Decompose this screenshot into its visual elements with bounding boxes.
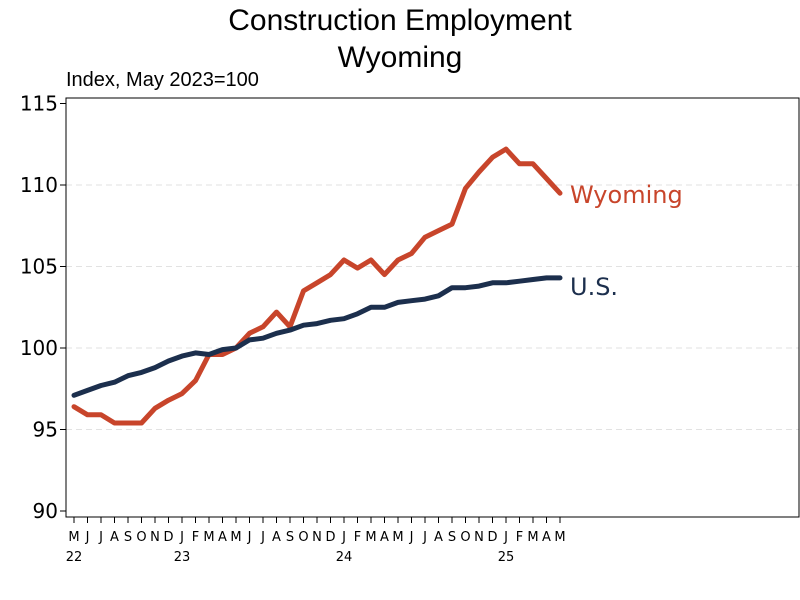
chart-subtitle: Wyoming [338,41,463,74]
x-tick-label: F [516,530,523,545]
x-tick-label: N [150,530,160,545]
plot-area-frame [65,97,800,518]
y-tick-label: 100 [20,336,58,360]
x-tick-label: J [409,530,414,545]
x-tick-label: O [298,530,308,545]
x-tick-label: F [354,530,361,545]
y-axis: 90 95 100 105 110 115 [20,92,66,523]
x-tick-label: A [272,530,281,545]
x-tick-label: J [85,530,90,545]
x-tick-label: N [474,530,484,545]
x-tick-label: M [527,530,538,545]
series-line-wyoming [71,146,563,426]
y-tick-label: 110 [20,173,58,197]
x-tick-label: M [203,530,214,545]
x-tick-label: A [434,530,443,545]
x-tick-label: S [124,530,132,545]
x-tick-label: S [448,530,456,545]
x-tick-label: M [392,530,403,545]
x-year-label: 25 [498,550,515,565]
x-tick-label: N [312,530,322,545]
x-tick-label: M [68,530,79,545]
y-tick-label: 90 [33,499,58,523]
x-tick-label: A [542,530,551,545]
x-tick-label: M [554,530,565,545]
x-year-label: 23 [174,550,191,565]
x-axis: M J J A S O N D J F M A M J J A S O N D J F M A M J J A S O N D J F M A M22 2… [66,517,566,565]
x-tick-label: J [422,530,427,545]
x-tick-label: J [179,530,184,545]
x-tick-label: J [503,530,508,545]
series-line-u-s [71,275,563,398]
x-tick-label: J [341,530,346,545]
y-axis-label: Index, May 2023=100 [66,69,259,91]
x-tick-label: D [325,530,335,545]
y-tick-label: 95 [33,418,58,442]
x-tick-label: M [230,530,241,545]
series-lines [71,146,563,426]
x-tick-label: D [487,530,497,545]
x-tick-label: J [247,530,252,545]
x-tick-label: J [260,530,265,545]
y-tick-label: 105 [20,255,58,279]
x-year-label: 24 [336,550,353,565]
chart-title: Construction Employment [228,4,572,37]
x-year-label: 22 [66,550,83,565]
x-tick-label: A [218,530,227,545]
x-tick-label: J [98,530,103,545]
x-tick-label: O [136,530,146,545]
x-tick-label: A [380,530,389,545]
y-tick-label: 115 [20,92,58,116]
gridlines [66,184,799,430]
x-tick-label: A [110,530,119,545]
x-tick-label: D [163,530,173,545]
x-tick-label: S [286,530,294,545]
series-label: U.S. [570,273,618,301]
series-labels: Wyoming U.S. [570,181,683,301]
x-tick-label: M [365,530,376,545]
series-label: Wyoming [570,181,683,209]
x-tick-label: F [192,530,199,545]
x-tick-label: O [460,530,470,545]
